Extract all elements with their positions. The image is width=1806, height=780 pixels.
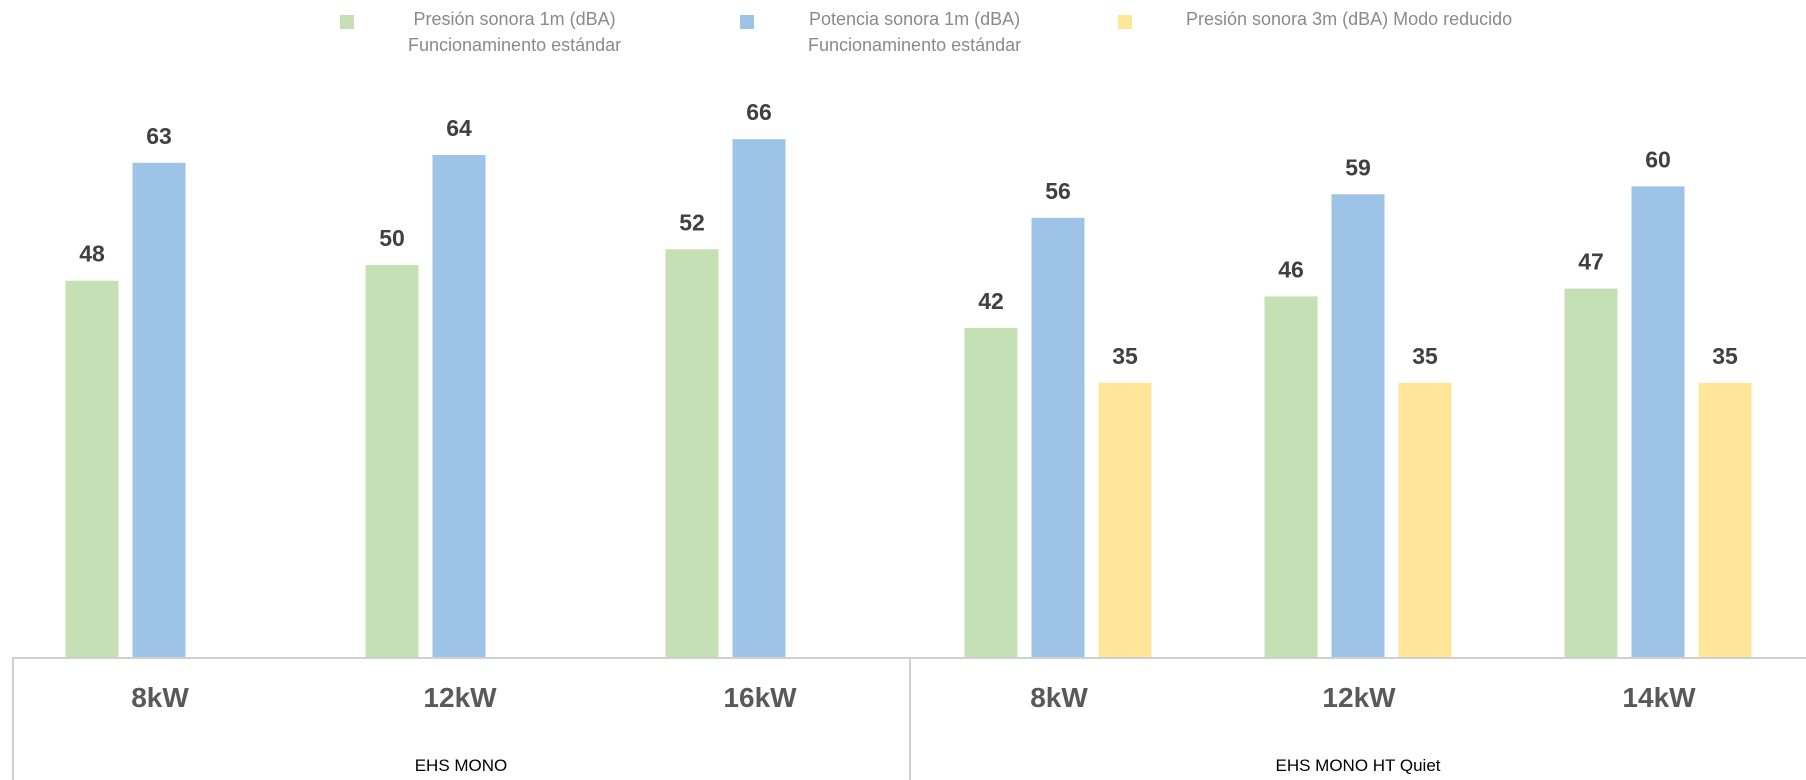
data-label-s1-c5: 46 [1278, 256, 1304, 282]
bar-s2-c5 [1331, 194, 1385, 658]
bar-s1-c4 [964, 327, 1018, 658]
data-label-s3-c6: 35 [1712, 343, 1738, 369]
bar-s2-c1 [132, 162, 186, 658]
x-tick-label-1: 8kW [131, 682, 189, 713]
legend-label-series-2: Potencia sonora 1m (dBA) Funcionaminento… [808, 9, 1022, 55]
data-label-s2-c1: 63 [146, 123, 172, 149]
data-label-s2-c5: 59 [1345, 154, 1371, 180]
x-tick-label-5: 12kW [1322, 682, 1396, 713]
legend-swatch-series-1 [340, 15, 354, 29]
data-label-s2-c3: 66 [746, 99, 772, 125]
data-label-s2-c2: 64 [446, 115, 472, 141]
x-tick-label-2: 12kW [423, 682, 497, 713]
bar-s2-c4 [1031, 217, 1085, 658]
bar-s1-c5 [1264, 296, 1318, 658]
bar-s1-c1 [65, 280, 119, 658]
data-label-s2-c6: 60 [1645, 146, 1671, 172]
data-label-s1-c1: 48 [79, 241, 105, 267]
legend-swatch-series-3 [1118, 15, 1132, 29]
legend-label-series-1: Presión sonora 1m (dBA) Funcionaminento … [408, 9, 622, 55]
data-label-s1-c4: 42 [978, 288, 1004, 314]
bar-s3-c6 [1698, 382, 1752, 658]
legend-swatch-series-2 [740, 15, 754, 29]
legend-item-series-2: Potencia sonora 1m (dBA) Funcionaminento… [740, 6, 1021, 58]
x-tick-label-6: 14kW [1622, 682, 1696, 713]
data-label-s3-c5: 35 [1412, 343, 1438, 369]
legend-label-series-3: Presión sonora 3m (dBA) Modo reducido [1186, 9, 1513, 29]
data-label-s3-c4: 35 [1112, 343, 1138, 369]
legend-item-series-1: Presión sonora 1m (dBA) Funcionaminento … [340, 6, 621, 58]
x-group-label-2: EHS MONO HT Quiet [1276, 756, 1441, 775]
x-tick-label-3: 16kW [723, 682, 797, 713]
bar-s1-c2 [365, 265, 419, 658]
bar-s3-c4 [1098, 382, 1152, 658]
x-tick-label-4: 8kW [1030, 682, 1088, 713]
bar-s3-c5 [1398, 382, 1452, 658]
bar-s2-c3 [732, 139, 786, 659]
bar-s1-c3 [665, 249, 719, 658]
data-label-s1-c6: 47 [1578, 249, 1604, 275]
x-group-label-1: EHS MONO [415, 756, 508, 775]
bar-s2-c6 [1631, 186, 1685, 658]
bar-s2-c2 [432, 154, 486, 658]
legend-item-series-3: Presión sonora 3m (dBA) Modo reducido [1118, 6, 1512, 32]
data-label-s1-c3: 52 [679, 209, 705, 235]
data-label-s2-c4: 56 [1045, 178, 1071, 204]
data-label-s1-c2: 50 [379, 225, 405, 251]
legend: Presión sonora 1m (dBA) Funcionaminento … [0, 0, 1806, 70]
bar-s1-c6 [1564, 288, 1618, 658]
